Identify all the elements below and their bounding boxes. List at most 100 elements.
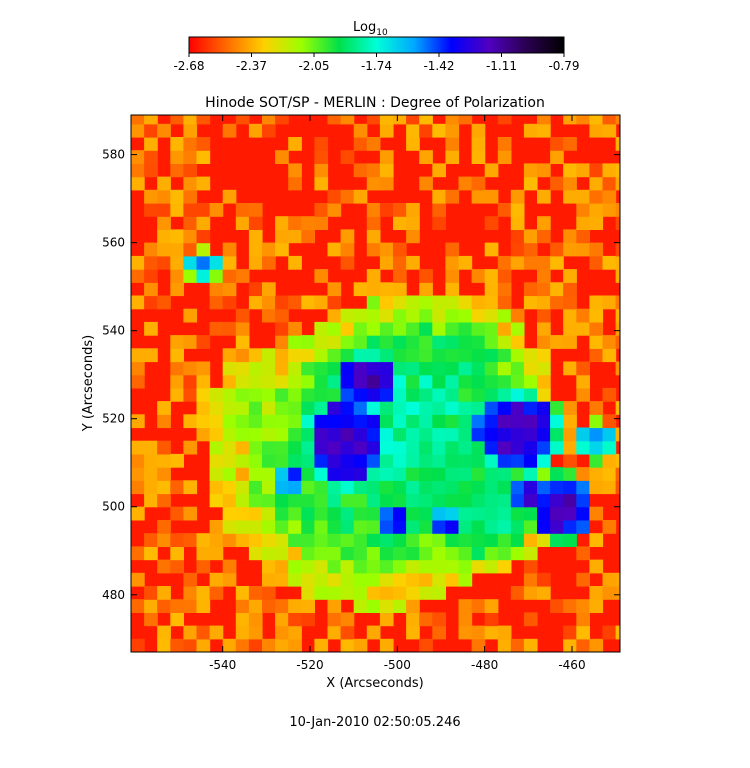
colorbar-tick-label: -2.68 [173, 59, 204, 73]
heatmap-cell [379, 348, 394, 363]
heatmap-cell [458, 374, 473, 389]
heatmap-cell [537, 533, 551, 547]
heatmap-cell [196, 115, 211, 125]
heatmap-cell [432, 453, 446, 468]
heatmap-cell [288, 387, 302, 402]
heatmap-cell [183, 176, 198, 191]
heatmap-cell [550, 335, 564, 349]
heatmap-cell [510, 229, 525, 244]
heatmap-cell [235, 401, 250, 415]
heatmap-cell [222, 269, 237, 283]
heatmap-cell [550, 520, 564, 534]
heatmap-cell [379, 533, 394, 547]
heatmap-cell [393, 361, 407, 376]
heatmap-cell [196, 401, 211, 415]
heatmap-cell [288, 401, 302, 415]
heatmap-cell [183, 414, 198, 429]
heatmap-cell [471, 361, 486, 376]
heatmap-cell [262, 374, 276, 389]
heatmap-cell [183, 137, 198, 151]
heatmap-cell [576, 229, 590, 244]
heatmap-cell [432, 361, 446, 376]
heatmap-cell [445, 335, 460, 349]
heatmap-cell [589, 123, 604, 138]
heatmap-cell [432, 321, 446, 336]
heatmap-cell [248, 625, 263, 640]
heatmap-cell [235, 427, 250, 442]
heatmap-cell [275, 374, 289, 389]
heatmap-cell [432, 414, 446, 429]
heatmap-cell [314, 493, 329, 508]
heatmap-cell [222, 493, 237, 508]
heatmap-cell [222, 533, 237, 547]
heatmap-cell [484, 189, 499, 204]
heatmap-cell [144, 493, 158, 508]
heatmap-cell [235, 599, 250, 613]
heatmap-cell [602, 123, 617, 138]
heatmap-cell [144, 480, 158, 495]
heatmap-cell [288, 480, 302, 495]
heatmap-cell [576, 572, 590, 587]
heatmap-cell [353, 348, 368, 363]
heatmap-cell [484, 282, 499, 297]
heatmap-cell [497, 282, 512, 297]
heatmap-cell [301, 520, 315, 534]
heatmap-cell [589, 440, 604, 455]
heatmap-cell [379, 242, 394, 257]
heatmap-cell [196, 374, 211, 389]
heatmap-cell [537, 255, 551, 270]
heatmap-cell [497, 638, 512, 652]
heatmap-cell [183, 440, 198, 455]
heatmap-cell [458, 572, 473, 587]
heatmap-cell [366, 506, 381, 521]
heatmap-cell [523, 229, 538, 244]
heatmap-cell [602, 572, 617, 587]
heatmap-cell [445, 520, 460, 534]
heatmap-cell [327, 189, 342, 204]
heatmap-cell [366, 242, 381, 257]
heatmap-cell [576, 440, 590, 455]
heatmap-cell [550, 440, 564, 455]
heatmap-cell [510, 546, 525, 561]
heatmap-cell [484, 414, 499, 429]
heatmap-cell [471, 625, 486, 640]
heatmap-cell [537, 216, 551, 230]
heatmap-cell [497, 321, 512, 336]
heatmap-cell [262, 453, 276, 468]
heatmap-cell [301, 229, 315, 244]
heatmap-cell [131, 348, 145, 363]
heatmap-cell [406, 480, 420, 495]
heatmap-cell [406, 414, 420, 429]
heatmap-cell [523, 493, 538, 508]
heatmap-cell [563, 427, 577, 442]
heatmap-cell [366, 203, 381, 217]
heatmap-cell [340, 559, 355, 574]
heatmap-cell [379, 586, 394, 600]
heatmap-cell [497, 625, 512, 640]
heatmap-cell [275, 308, 289, 323]
heatmap-cell [248, 242, 263, 257]
heatmap-cell [340, 638, 355, 652]
heatmap-cell [222, 414, 237, 429]
heatmap-cell [393, 467, 407, 481]
heatmap-cell [196, 414, 211, 429]
heatmap-cell [523, 414, 538, 429]
colorbar-tick-label: -1.74 [361, 59, 392, 73]
heatmap-cell [248, 599, 263, 613]
heatmap-cell [157, 493, 171, 508]
heatmap-cell [563, 282, 577, 297]
heatmap-cell [471, 480, 486, 495]
heatmap-cell [340, 321, 355, 336]
heatmap-cell [379, 335, 394, 349]
heatmap-cell [157, 123, 171, 138]
heatmap-cell [497, 150, 512, 164]
heatmap-cell [222, 427, 237, 442]
heatmap-cell [615, 467, 620, 481]
heatmap-cell [484, 612, 499, 627]
y-tick-label: 500 [102, 500, 125, 514]
heatmap-cell [366, 295, 381, 310]
y-axis-label: Y (Arcseconds) [81, 335, 96, 432]
heatmap-cell [262, 572, 276, 587]
heatmap-cell [419, 335, 433, 349]
